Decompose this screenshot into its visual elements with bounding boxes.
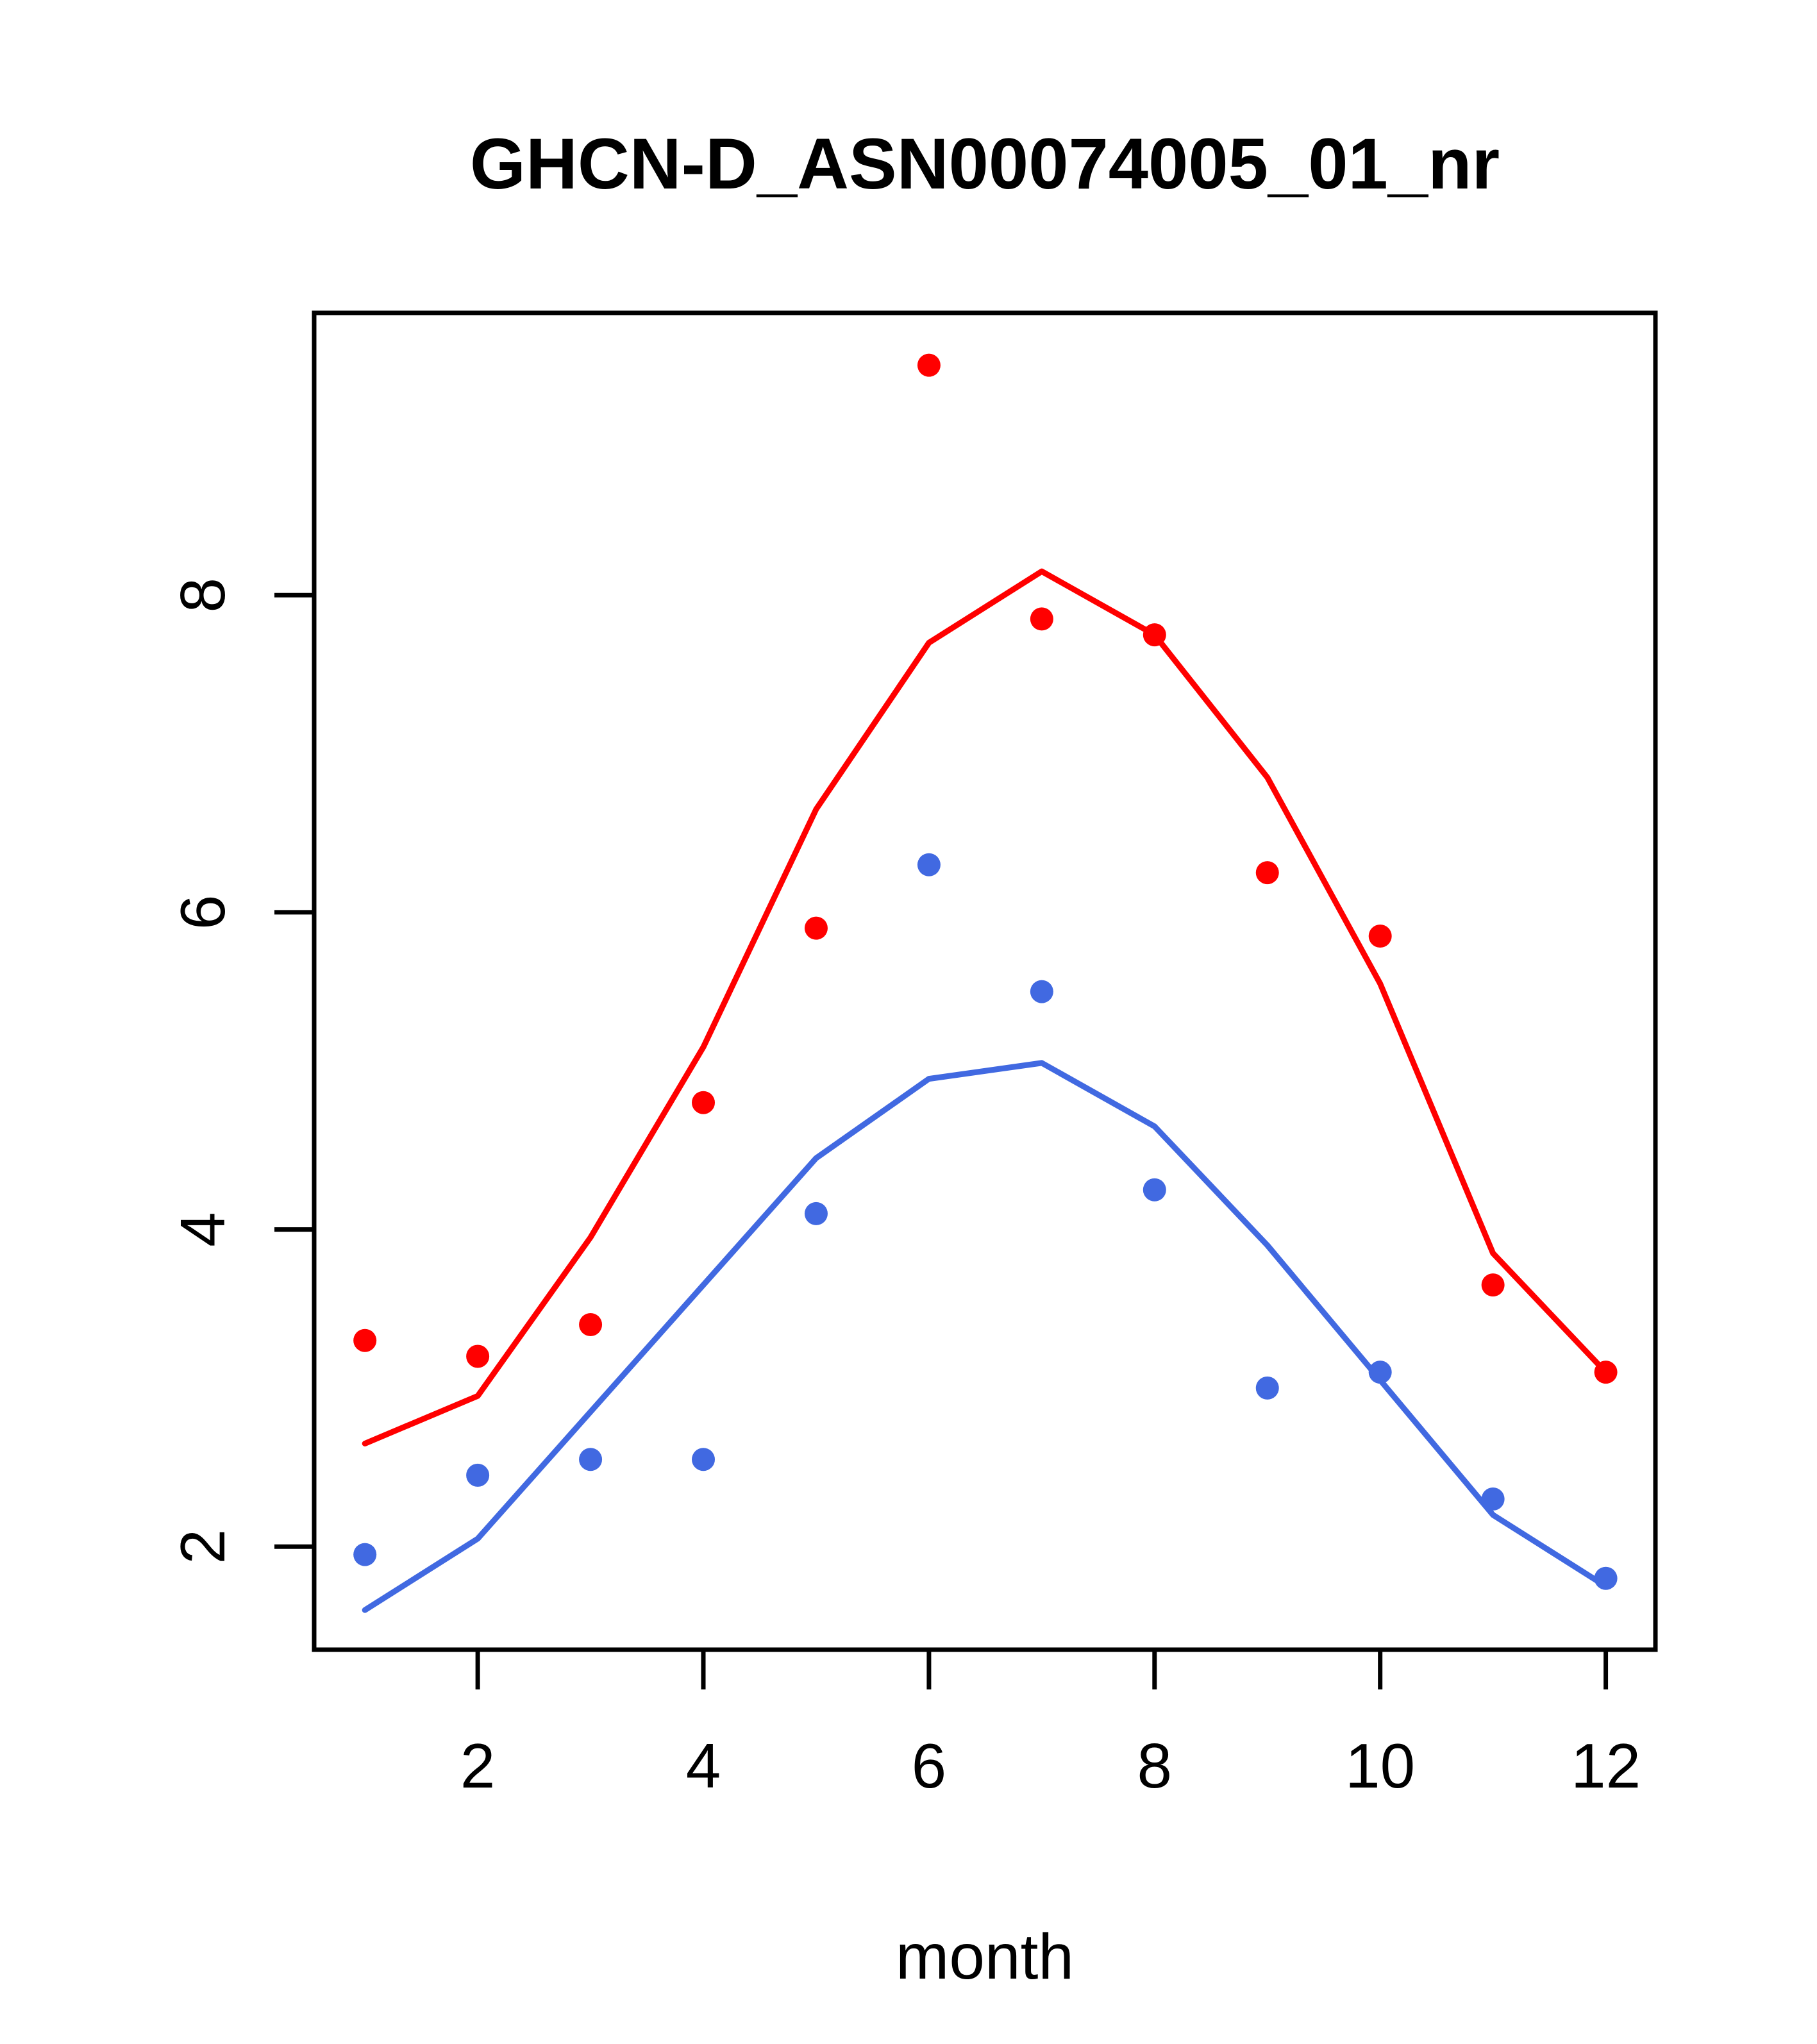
y-axis-tick-label: 2 [167, 1529, 238, 1564]
red-point [804, 916, 828, 940]
x-axis-label: month [896, 1921, 1074, 1993]
y-axis-tick-label: 6 [167, 895, 238, 930]
red-smooth-line [362, 568, 1609, 1446]
blue-point [1481, 1487, 1505, 1511]
red-point [1481, 1273, 1505, 1297]
x-axis-tick-label: 4 [686, 1730, 721, 1801]
blue-point [1255, 1376, 1279, 1400]
x-axis-tick-label: 6 [912, 1730, 947, 1801]
blue-point [1368, 1361, 1392, 1384]
y-axis-tick-label: 4 [167, 1212, 238, 1247]
red-point [1594, 1361, 1618, 1384]
blue-point [353, 1543, 377, 1566]
red-point [1368, 925, 1392, 948]
plot-area: 2 4 6 8 10 12 2 4 6 8 [167, 310, 1658, 1801]
blue-point [1030, 980, 1053, 1003]
blue-point [1594, 1566, 1618, 1590]
x-axis-tick-label: 10 [1345, 1730, 1415, 1801]
blue-point [917, 853, 941, 876]
chart-title: GHCN-D_ASN00074005_01_nr [470, 124, 1500, 204]
x-axis-tick-label: 12 [1571, 1730, 1641, 1801]
blue-point [1143, 1178, 1166, 1202]
blue-point [579, 1448, 603, 1471]
red-point [917, 353, 941, 377]
plot-box [312, 310, 1658, 1652]
red-point [692, 1091, 716, 1114]
blue-point [692, 1448, 716, 1471]
red-point [1255, 861, 1279, 885]
red-point [466, 1345, 490, 1368]
red-point [579, 1312, 603, 1336]
blue-point [804, 1202, 828, 1225]
red-point [353, 1328, 377, 1352]
x-axis-tick-label: 2 [460, 1730, 496, 1801]
y-axis-tick-label: 8 [167, 578, 238, 613]
blue-point [466, 1463, 490, 1487]
blue-smooth-line [362, 1060, 1609, 1613]
red-point [1143, 623, 1166, 647]
x-axis-tick-label: 8 [1137, 1730, 1173, 1801]
red-point [1030, 607, 1053, 631]
